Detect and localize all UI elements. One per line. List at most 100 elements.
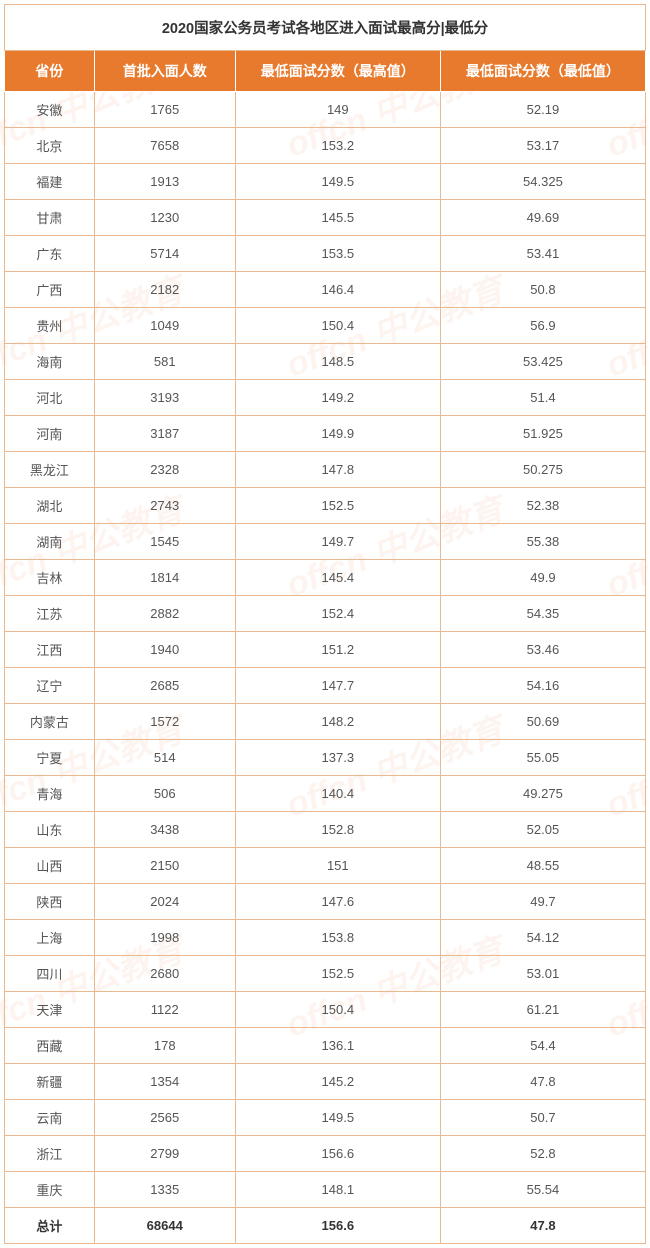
cell-count: 2743: [94, 488, 235, 524]
cell-province: 黑龙江: [5, 452, 95, 488]
score-table: 2020国家公务员考试各地区进入面试最高分|最低分 省份 首批入面人数 最低面试…: [4, 4, 646, 1244]
table-row: 上海1998153.854.12: [5, 920, 646, 956]
cell-min: 53.01: [440, 956, 645, 992]
cell-min: 53.41: [440, 236, 645, 272]
table-row: 内蒙古1572148.250.69: [5, 704, 646, 740]
cell-min: 52.05: [440, 812, 645, 848]
cell-max: 151.2: [235, 632, 440, 668]
table-row: 甘肃1230145.549.69: [5, 200, 646, 236]
cell-max: 136.1: [235, 1028, 440, 1064]
cell-count: 2680: [94, 956, 235, 992]
cell-min: 50.275: [440, 452, 645, 488]
cell-province: 北京: [5, 128, 95, 164]
cell-max: 145.4: [235, 560, 440, 596]
table-row: 陕西2024147.649.7: [5, 884, 646, 920]
table-row: 湖南1545149.755.38: [5, 524, 646, 560]
cell-count: 2328: [94, 452, 235, 488]
cell-province: 安徽: [5, 92, 95, 128]
cell-province: 甘肃: [5, 200, 95, 236]
cell-count: 1335: [94, 1172, 235, 1208]
cell-province: 重庆: [5, 1172, 95, 1208]
cell-max: 156.6: [235, 1136, 440, 1172]
cell-max: 147.6: [235, 884, 440, 920]
table-row: 辽宁2685147.754.16: [5, 668, 646, 704]
table-row: 江西1940151.253.46: [5, 632, 646, 668]
cell-min: 55.54: [440, 1172, 645, 1208]
cell-province: 吉林: [5, 560, 95, 596]
cell-max: 140.4: [235, 776, 440, 812]
cell-max: 149: [235, 92, 440, 128]
cell-province: 青海: [5, 776, 95, 812]
cell-max: 149.2: [235, 380, 440, 416]
cell-min: 54.16: [440, 668, 645, 704]
cell-count: 3438: [94, 812, 235, 848]
cell-count: 5714: [94, 236, 235, 272]
column-header-count: 首批入面人数: [94, 51, 235, 92]
cell-max: 147.8: [235, 452, 440, 488]
table-row: 广西2182146.450.8: [5, 272, 646, 308]
cell-max: 152.8: [235, 812, 440, 848]
cell-min: 61.21: [440, 992, 645, 1028]
table-container: 2020国家公务员考试各地区进入面试最高分|最低分 省份 首批入面人数 最低面试…: [0, 0, 650, 1248]
table-row: 云南2565149.550.7: [5, 1100, 646, 1136]
table-row: 吉林1814145.449.9: [5, 560, 646, 596]
cell-count: 1545: [94, 524, 235, 560]
table-row: 湖北2743152.552.38: [5, 488, 646, 524]
cell-min: 54.4: [440, 1028, 645, 1064]
cell-count: 2182: [94, 272, 235, 308]
cell-province: 广东: [5, 236, 95, 272]
cell-count: 1814: [94, 560, 235, 596]
cell-count: 2685: [94, 668, 235, 704]
title-row: 2020国家公务员考试各地区进入面试最高分|最低分: [5, 5, 646, 51]
cell-province: 西藏: [5, 1028, 95, 1064]
table-row: 宁夏514137.355.05: [5, 740, 646, 776]
table-row: 河北3193149.251.4: [5, 380, 646, 416]
table-row: 安徽176514952.19: [5, 92, 646, 128]
cell-max: 153.8: [235, 920, 440, 956]
column-header-min: 最低面试分数（最低值）: [440, 51, 645, 92]
cell-province: 云南: [5, 1100, 95, 1136]
cell-min: 53.17: [440, 128, 645, 164]
cell-province: 河北: [5, 380, 95, 416]
cell-max: 150.4: [235, 308, 440, 344]
cell-min: 54.325: [440, 164, 645, 200]
cell-min: 49.7: [440, 884, 645, 920]
table-row: 贵州1049150.456.9: [5, 308, 646, 344]
cell-min: 50.8: [440, 272, 645, 308]
cell-province: 上海: [5, 920, 95, 956]
table-row: 北京7658153.253.17: [5, 128, 646, 164]
cell-min: 48.55: [440, 848, 645, 884]
cell-max: 148.1: [235, 1172, 440, 1208]
cell-province: 辽宁: [5, 668, 95, 704]
cell-max: 149.5: [235, 1100, 440, 1136]
cell-max: 150.4: [235, 992, 440, 1028]
cell-province: 山东: [5, 812, 95, 848]
cell-province: 湖北: [5, 488, 95, 524]
cell-max: 137.3: [235, 740, 440, 776]
cell-count: 1049: [94, 308, 235, 344]
cell-min: 50.69: [440, 704, 645, 740]
table-row: 重庆1335148.155.54: [5, 1172, 646, 1208]
cell-count: 1354: [94, 1064, 235, 1100]
cell-count: 506: [94, 776, 235, 812]
cell-max: 152.4: [235, 596, 440, 632]
cell-count: 2565: [94, 1100, 235, 1136]
cell-min: 53.46: [440, 632, 645, 668]
table-row: 天津1122150.461.21: [5, 992, 646, 1028]
cell-min: 50.7: [440, 1100, 645, 1136]
table-row: 浙江2799156.652.8: [5, 1136, 646, 1172]
cell-count: 2024: [94, 884, 235, 920]
cell-count: 178: [94, 1028, 235, 1064]
table-body: 安徽176514952.19北京7658153.253.17福建1913149.…: [5, 92, 646, 1244]
cell-count: 1940: [94, 632, 235, 668]
cell-province: 四川: [5, 956, 95, 992]
cell-max: 145.2: [235, 1064, 440, 1100]
cell-count: 2799: [94, 1136, 235, 1172]
table-row: 海南581148.553.425: [5, 344, 646, 380]
cell-province: 广西: [5, 272, 95, 308]
table-row: 青海506140.449.275: [5, 776, 646, 812]
cell-min: 56.9: [440, 308, 645, 344]
cell-total-count: 68644: [94, 1208, 235, 1244]
cell-max: 145.5: [235, 200, 440, 236]
cell-province: 新疆: [5, 1064, 95, 1100]
